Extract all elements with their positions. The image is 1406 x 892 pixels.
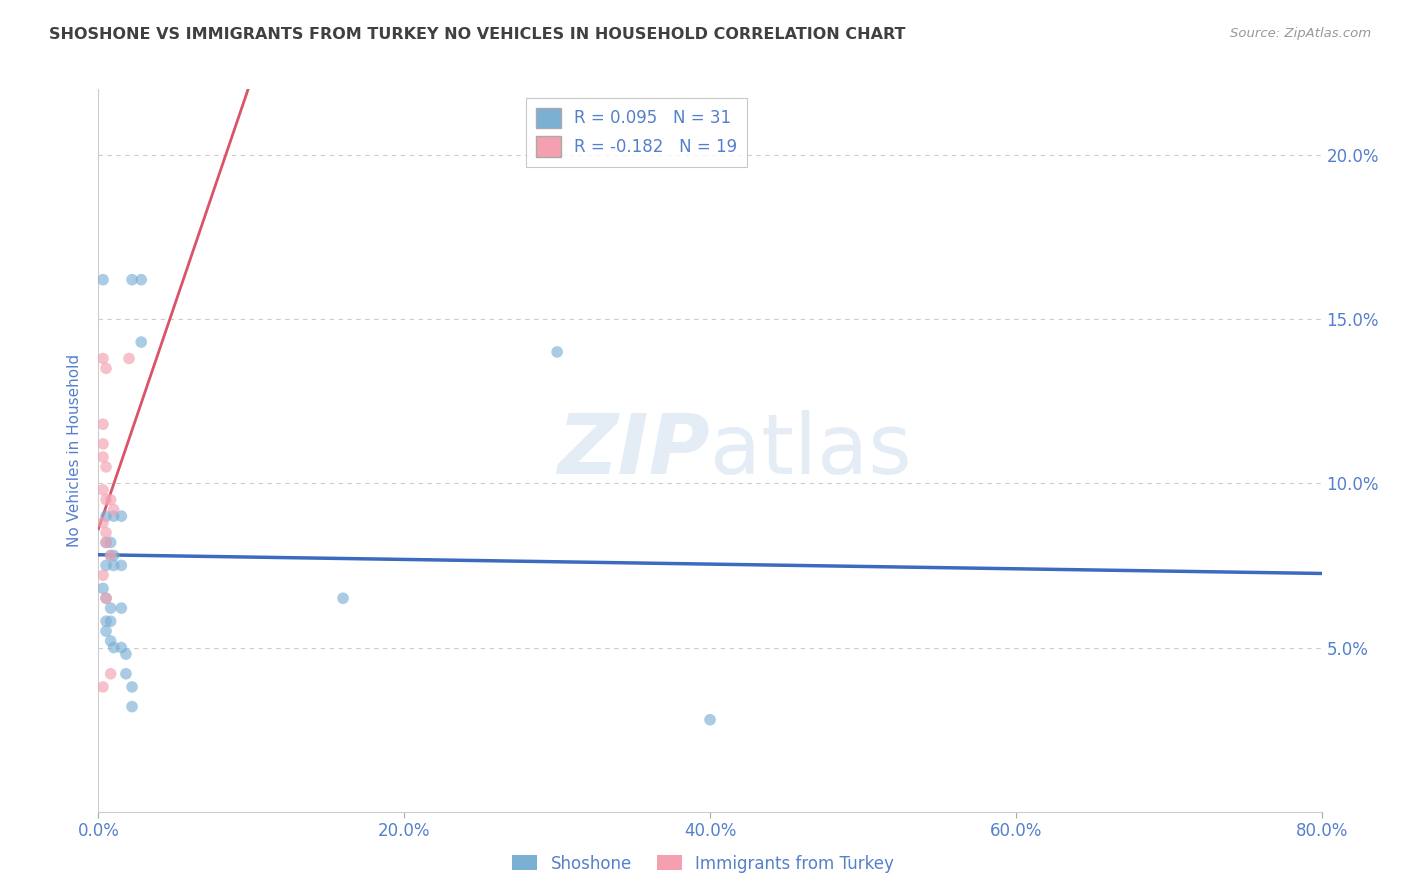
Point <box>103 502 125 516</box>
Legend: Shoshone, Immigrants from Turkey: Shoshone, Immigrants from Turkey <box>505 848 901 880</box>
Point <box>100 535 122 549</box>
Point <box>103 558 125 573</box>
Point <box>91 273 114 287</box>
Point <box>129 273 152 287</box>
Point <box>100 666 122 681</box>
Point <box>110 640 132 655</box>
Point <box>94 535 117 549</box>
Point <box>91 450 114 464</box>
Point <box>115 647 138 661</box>
Y-axis label: No Vehicles in Household: No Vehicles in Household <box>67 354 83 547</box>
Point <box>100 549 122 563</box>
Point <box>94 558 117 573</box>
Point <box>103 549 125 563</box>
Point <box>91 680 114 694</box>
Point <box>100 634 122 648</box>
Point <box>121 680 143 694</box>
Point <box>91 417 114 432</box>
Text: SHOSHONE VS IMMIGRANTS FROM TURKEY NO VEHICLES IN HOUSEHOLD CORRELATION CHART: SHOSHONE VS IMMIGRANTS FROM TURKEY NO VE… <box>49 27 905 42</box>
Point <box>115 666 138 681</box>
Text: ZIP: ZIP <box>557 410 710 491</box>
Point <box>91 483 114 497</box>
Point <box>121 273 143 287</box>
Legend: R = 0.095   N = 31, R = -0.182   N = 19: R = 0.095 N = 31, R = -0.182 N = 19 <box>526 97 748 167</box>
Point <box>100 492 122 507</box>
Point <box>91 568 114 582</box>
Point <box>94 535 117 549</box>
Point <box>110 601 132 615</box>
Text: Source: ZipAtlas.com: Source: ZipAtlas.com <box>1230 27 1371 40</box>
Point <box>91 582 114 596</box>
Point <box>129 334 152 349</box>
Point <box>103 640 125 655</box>
Point <box>94 591 117 606</box>
Point <box>332 591 354 606</box>
Point <box>100 601 122 615</box>
Point <box>699 713 721 727</box>
Point <box>94 459 117 474</box>
Point <box>118 351 141 366</box>
Point <box>110 558 132 573</box>
Point <box>100 549 122 563</box>
Point <box>91 437 114 451</box>
Point <box>546 345 568 359</box>
Point <box>94 525 117 540</box>
Point <box>94 614 117 628</box>
Text: atlas: atlas <box>710 410 911 491</box>
Point <box>94 492 117 507</box>
Point <box>91 516 114 530</box>
Point <box>103 509 125 524</box>
Point <box>91 351 114 366</box>
Point <box>94 591 117 606</box>
Point <box>94 509 117 524</box>
Point <box>94 361 117 376</box>
Point <box>100 614 122 628</box>
Point <box>110 509 132 524</box>
Point <box>94 624 117 639</box>
Point <box>121 699 143 714</box>
